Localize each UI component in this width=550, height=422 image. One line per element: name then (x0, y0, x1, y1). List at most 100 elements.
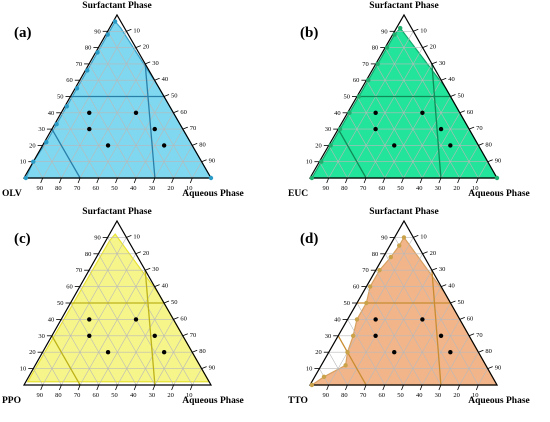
tick-label-bottom: 90 (322, 392, 329, 399)
formulation-point (161, 143, 167, 148)
grid-line (365, 270, 433, 386)
boundary-point (112, 19, 118, 24)
tick-label-bottom: 20 (453, 185, 460, 192)
tick-label-right: 50 (171, 93, 178, 100)
ternary-panel-a: 10 10 90 20 20 80 30 30 70 40 40 60 50 50 50 60 60 40 70 70… (2, 1, 244, 199)
tick-label-left: 30 (325, 126, 332, 133)
tick-label-right: 10 (420, 27, 427, 34)
boundary-point (364, 300, 369, 306)
tick-label-left: 40 (48, 316, 55, 323)
tick-label-bottom: 60 (379, 392, 386, 399)
tick-mark (413, 235, 419, 238)
tick-label-right: 10 (133, 27, 140, 34)
formulation-point (161, 350, 167, 355)
boundary-point (337, 126, 343, 132)
surfactant-phase-label: Surfactant Phase (82, 1, 151, 11)
tick-label-bottom: 40 (130, 185, 137, 192)
tick-label-left: 50 (57, 94, 64, 101)
boundary-point (95, 50, 100, 55)
oil-label: OLV (2, 189, 22, 199)
tick-mark (173, 110, 179, 114)
tick-label-bottom: 10 (472, 392, 479, 399)
boundary-point (354, 317, 360, 322)
grid-line (421, 319, 461, 386)
tick-mark (401, 384, 404, 391)
tick-mark (475, 177, 479, 184)
grid-line (356, 302, 404, 386)
tick-label-bottom: 40 (130, 392, 137, 399)
tick-label-left: 80 (85, 251, 92, 258)
tick-label-bottom: 80 (55, 185, 62, 192)
tick-mark (154, 284, 160, 287)
tick-mark (96, 384, 100, 391)
grid-line (88, 270, 156, 386)
tick-label-bottom: 60 (379, 185, 386, 192)
tick-label-left: 20 (29, 349, 36, 356)
aqueous-phase-label: Aqueous Phase (182, 189, 244, 199)
tick-label-left: 90 (381, 234, 388, 241)
grid-line (42, 145, 62, 179)
surfactant-phase-label: Surfactant Phase (82, 207, 151, 217)
boundary-point (347, 110, 352, 116)
formulation-point (448, 350, 453, 355)
grid-line (421, 112, 461, 179)
tick-mark (382, 177, 386, 184)
grid-line (319, 161, 329, 179)
formulation-point (438, 126, 444, 132)
boundary-point (367, 284, 373, 289)
tick-label-right: 20 (143, 250, 150, 257)
boundary-point (377, 268, 382, 273)
tick-label-bottom: 20 (167, 185, 174, 192)
tick-label-right: 50 (458, 93, 465, 100)
tick-label-right: 50 (458, 299, 465, 306)
tick-mark (59, 177, 62, 184)
grid-line (328, 145, 348, 179)
tick-mark (145, 61, 151, 65)
tick-label-left: 90 (381, 28, 388, 35)
formulation-point (133, 110, 139, 116)
tick-mark (189, 177, 193, 184)
tick-label-left: 30 (325, 333, 332, 340)
tick-mark (478, 143, 484, 146)
tick-label-right: 60 (467, 109, 474, 116)
tick-mark (145, 267, 151, 271)
grid-line (42, 352, 62, 386)
tick-label-right: 60 (180, 109, 187, 116)
tick-label-left: 60 (66, 284, 73, 291)
tick-label-left: 40 (334, 110, 341, 117)
tick-mark (126, 235, 132, 238)
boundary-point (64, 104, 69, 109)
boundary-point (397, 243, 402, 248)
grid-line (117, 96, 165, 179)
guide-line (51, 335, 81, 386)
panel-letter: (a) (14, 25, 32, 41)
tick-label-left: 50 (344, 300, 351, 307)
grid-line (173, 352, 193, 386)
microemulsion-region (309, 236, 499, 386)
boundary-point (392, 32, 397, 37)
grid-line (394, 237, 479, 386)
tick-label-right: 30 (439, 266, 446, 273)
tick-mark (135, 45, 141, 48)
tick-label-right: 20 (430, 250, 437, 257)
boundary-point (384, 45, 390, 50)
tick-label-right: 70 (190, 332, 197, 339)
tick-label-bottom: 90 (322, 185, 329, 192)
tick-label-left: 40 (48, 110, 55, 117)
guide-line (337, 335, 367, 386)
tick-mark (457, 177, 460, 184)
boundary-point (388, 254, 393, 260)
tick-mark (192, 143, 198, 146)
tick-mark (487, 366, 493, 369)
tick-label-left: 70 (76, 61, 83, 68)
tick-mark (457, 384, 460, 391)
tick-mark (441, 284, 447, 287)
tick-mark (363, 384, 367, 391)
tick-label-bottom: 70 (360, 392, 367, 399)
tick-mark (173, 317, 179, 320)
tick-mark (77, 177, 81, 184)
tick-mark (40, 177, 44, 184)
tick-mark (438, 384, 442, 391)
grid-line (356, 96, 404, 179)
formulation-point (373, 333, 378, 338)
